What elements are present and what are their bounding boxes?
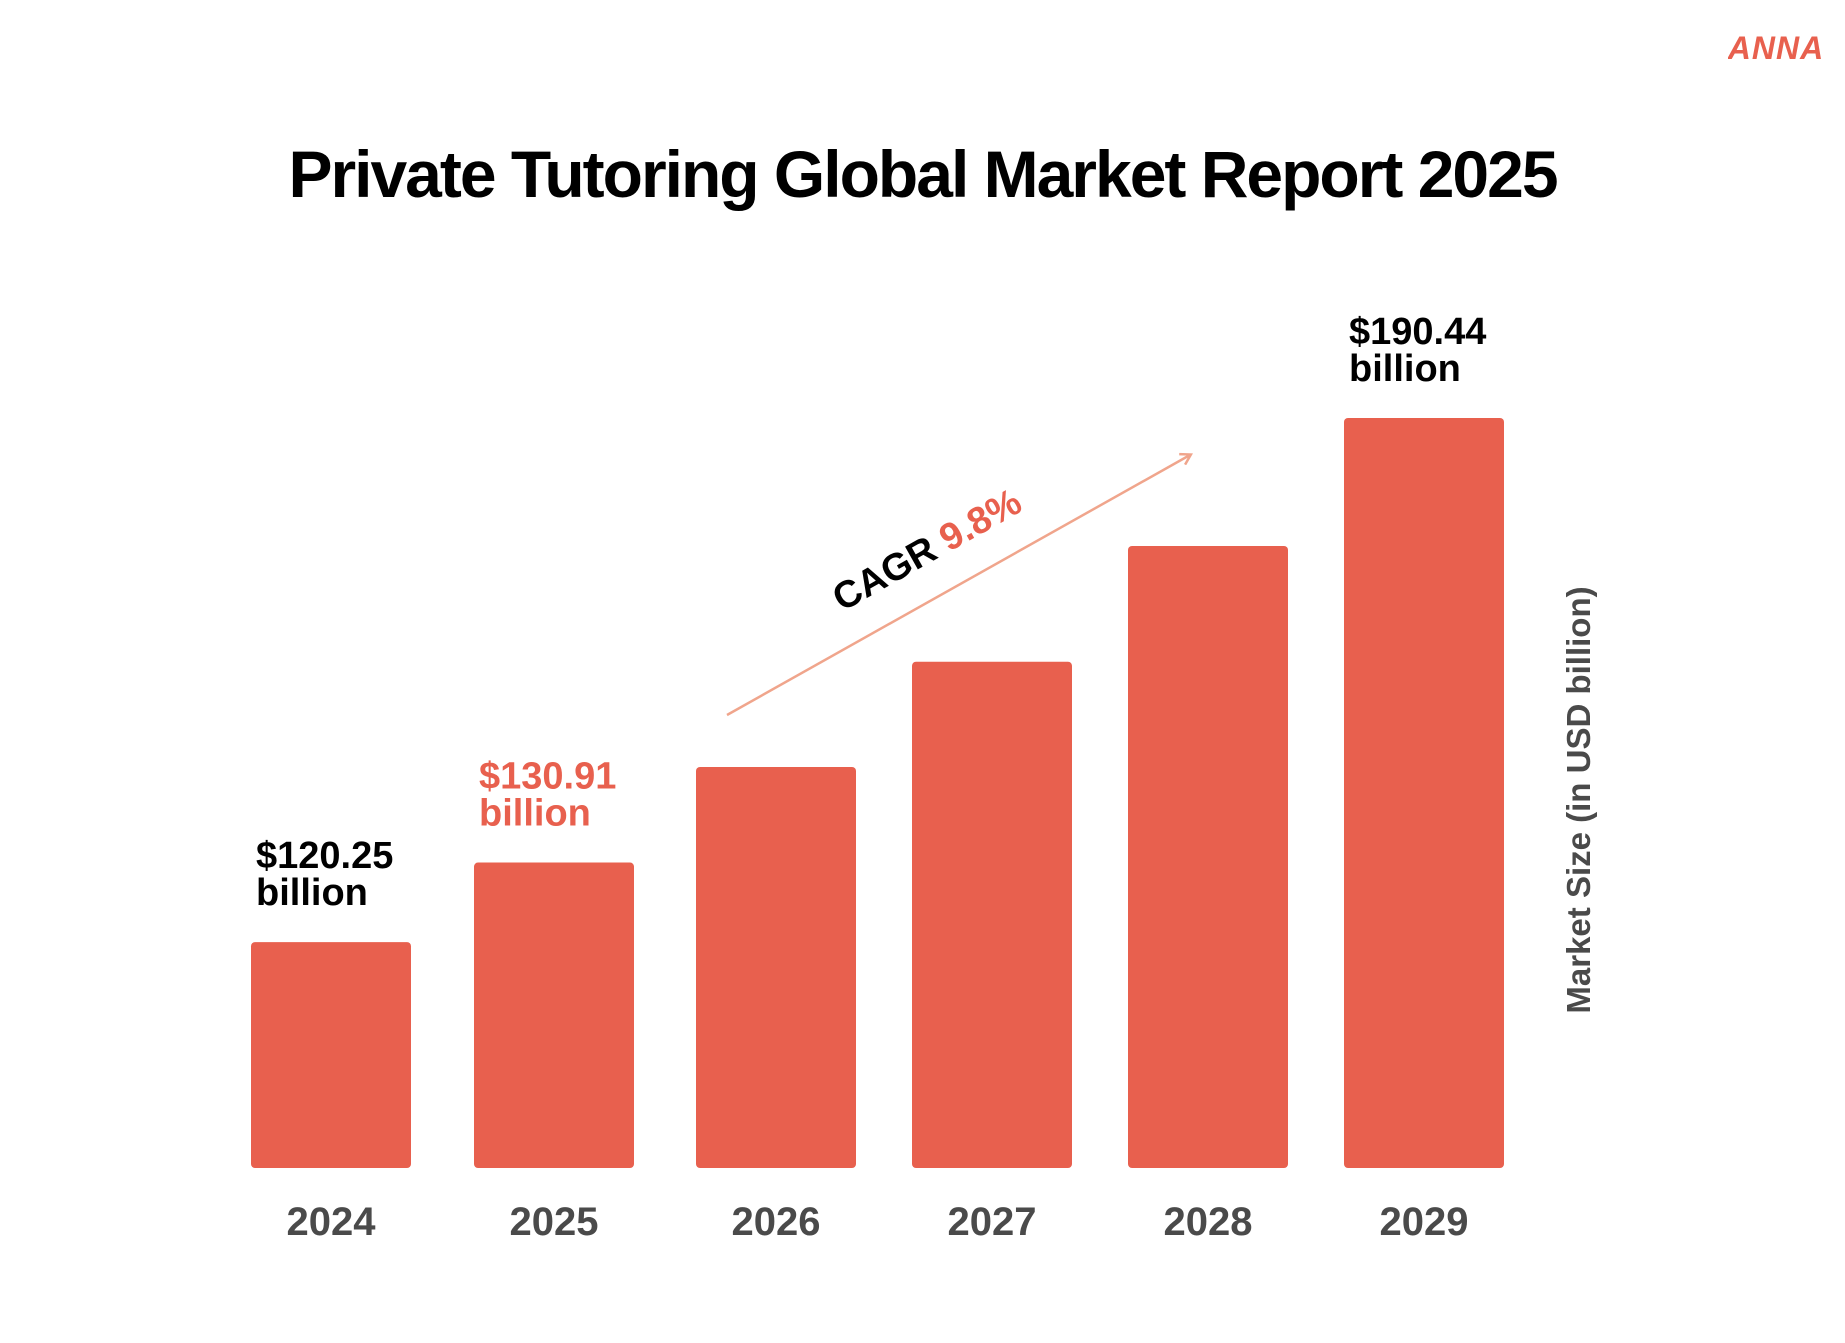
y-axis-label-layer: Market Size (in USD billion) xyxy=(1560,586,1597,1013)
cagr-arrow xyxy=(726,455,1190,717)
x-tick-label-2027: 2027 xyxy=(948,1200,1037,1244)
bar-2028 xyxy=(1128,545,1288,1168)
x-tick-label-2026: 2026 xyxy=(732,1200,821,1244)
cagr-value: 9.8% xyxy=(933,481,1029,560)
x-tick-labels-layer: 2024 2025 2026 2027 2028 2029 xyxy=(287,1200,1469,1244)
x-tick-label-2025: 2025 xyxy=(510,1200,599,1244)
logo-text: ANNA xyxy=(1728,30,1824,66)
cagr-text: CAGR xyxy=(826,523,953,620)
value-labels-layer: $120.25billion$130.91billion$190.44billi… xyxy=(256,311,1486,914)
bar-2024 xyxy=(251,942,411,1168)
bar-2029 xyxy=(1344,418,1504,1168)
value-label-unit: billion xyxy=(256,872,368,914)
value-label-unit: billion xyxy=(479,793,591,835)
x-tick-label-2029: 2029 xyxy=(1380,1200,1469,1244)
bar-2026 xyxy=(696,767,856,1168)
value-label-amount: $190.44 xyxy=(1349,311,1486,353)
value-label-amount: $120.25 xyxy=(256,835,393,877)
bar-2025 xyxy=(474,862,634,1168)
value-label-unit: billion xyxy=(1349,348,1461,390)
y-axis-label: Market Size (in USD billion) xyxy=(1560,586,1597,1013)
chart-title: Private Tutoring Global Market Report 20… xyxy=(288,137,1558,211)
anna-logo: ANNA xyxy=(1728,30,1824,66)
bars-layer xyxy=(251,418,1504,1168)
cagr-label: CAGR 9.8% xyxy=(826,481,1029,620)
bar-2027 xyxy=(912,661,1072,1168)
x-tick-label-2028: 2028 xyxy=(1164,1200,1253,1244)
value-label-amount: $130.91 xyxy=(479,756,616,798)
x-tick-label-2024: 2024 xyxy=(287,1200,377,1244)
